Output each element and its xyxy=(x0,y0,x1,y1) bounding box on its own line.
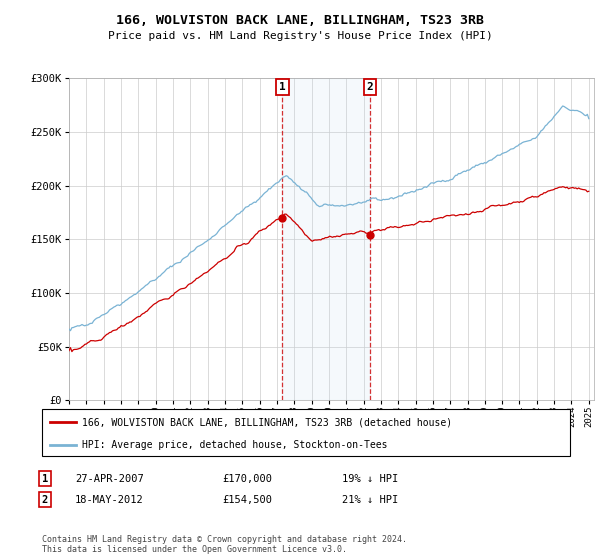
Text: 19% ↓ HPI: 19% ↓ HPI xyxy=(342,474,398,484)
Text: Contains HM Land Registry data © Crown copyright and database right 2024.
This d: Contains HM Land Registry data © Crown c… xyxy=(42,535,407,554)
Text: 1: 1 xyxy=(42,474,48,484)
Text: 1: 1 xyxy=(279,82,286,92)
Text: 166, WOLVISTON BACK LANE, BILLINGHAM, TS23 3RB (detached house): 166, WOLVISTON BACK LANE, BILLINGHAM, TS… xyxy=(82,417,452,427)
Text: £154,500: £154,500 xyxy=(222,494,272,505)
Text: 166, WOLVISTON BACK LANE, BILLINGHAM, TS23 3RB: 166, WOLVISTON BACK LANE, BILLINGHAM, TS… xyxy=(116,14,484,27)
Bar xyxy=(283,78,370,400)
Text: 2: 2 xyxy=(367,82,374,92)
Text: 2: 2 xyxy=(42,494,48,505)
Text: 27-APR-2007: 27-APR-2007 xyxy=(75,474,144,484)
Text: HPI: Average price, detached house, Stockton-on-Tees: HPI: Average price, detached house, Stoc… xyxy=(82,440,387,450)
Text: 21% ↓ HPI: 21% ↓ HPI xyxy=(342,494,398,505)
Text: £170,000: £170,000 xyxy=(222,474,272,484)
Text: Price paid vs. HM Land Registry's House Price Index (HPI): Price paid vs. HM Land Registry's House … xyxy=(107,31,493,41)
Text: 18-MAY-2012: 18-MAY-2012 xyxy=(75,494,144,505)
